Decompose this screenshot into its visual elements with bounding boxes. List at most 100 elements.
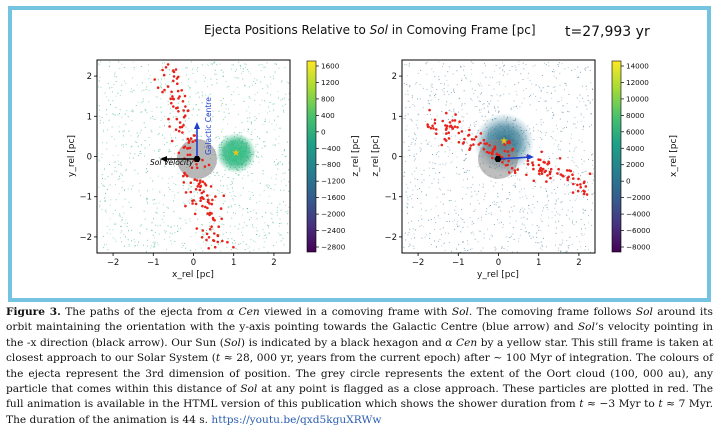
ejecta-point xyxy=(232,178,234,180)
ejecta-point xyxy=(281,163,283,165)
ejecta-point xyxy=(266,186,268,188)
ejecta-point xyxy=(127,239,129,241)
ejecta-point xyxy=(238,223,240,225)
ejecta-point xyxy=(221,223,223,225)
ejecta-point xyxy=(555,77,557,79)
ejecta-point xyxy=(447,71,449,73)
close-approach-point xyxy=(491,150,494,154)
left-colorbar xyxy=(306,60,317,253)
ejecta-point xyxy=(462,168,464,169)
ejecta-point xyxy=(140,195,142,196)
ejecta-point xyxy=(267,106,269,108)
ejecta-point xyxy=(434,240,436,242)
ejecta-point xyxy=(154,199,156,201)
ejecta-point xyxy=(183,134,185,136)
ejecta-point xyxy=(108,99,110,101)
ejecta-point xyxy=(449,220,450,222)
caption-link[interactable]: https://youtu.be/qxd5kguXRWw xyxy=(211,413,382,426)
ejecta-point xyxy=(158,151,160,152)
ejecta-point xyxy=(537,201,538,203)
caption-text: Sol xyxy=(451,306,469,318)
ejecta-point xyxy=(119,67,121,69)
ejecta-point xyxy=(167,207,169,209)
ejecta-point xyxy=(436,89,438,90)
ejecta-point xyxy=(559,214,561,216)
ejecta-point xyxy=(592,159,594,161)
ejecta-point xyxy=(586,88,588,90)
ejecta-point xyxy=(200,228,202,230)
close-approach-point xyxy=(576,183,579,187)
ejecta-point xyxy=(145,88,147,90)
ejecta-point xyxy=(463,172,465,173)
ejecta-point xyxy=(103,185,105,187)
ejecta-point xyxy=(169,143,171,145)
ejecta-point xyxy=(513,106,515,108)
ejecta-point xyxy=(268,232,270,234)
ejecta-point xyxy=(125,143,127,145)
ejecta-point xyxy=(583,101,585,103)
ejecta-point xyxy=(117,160,119,162)
close-approach-point xyxy=(432,127,435,130)
ejecta-point xyxy=(272,221,274,223)
ejecta-point xyxy=(417,98,418,100)
ejecta-point xyxy=(566,214,568,216)
ejecta-point xyxy=(249,251,251,253)
ejecta-point xyxy=(414,134,416,135)
close-approach-point xyxy=(460,130,464,133)
ejecta-point xyxy=(429,232,431,234)
close-approach-point xyxy=(582,192,586,196)
ejecta-point xyxy=(419,188,420,190)
ejecta-point xyxy=(202,94,204,96)
ejecta-point xyxy=(274,63,276,65)
ejecta-point xyxy=(589,101,591,103)
ejecta-point xyxy=(224,116,226,118)
ejecta-point xyxy=(243,100,245,102)
ejecta-point xyxy=(169,107,171,109)
ejecta-point xyxy=(154,237,156,239)
ejecta-point xyxy=(209,222,211,224)
ejecta-point xyxy=(100,86,102,88)
ejecta-point xyxy=(265,212,267,214)
ejecta-point xyxy=(497,192,499,194)
ejecta-point xyxy=(530,237,532,239)
ejecta-point xyxy=(555,227,557,229)
ejecta-point xyxy=(569,236,571,238)
colorbar-tick-label: 0 xyxy=(626,177,631,186)
ejecta-point xyxy=(538,242,540,244)
close-approach-point xyxy=(222,194,226,197)
ejecta-point xyxy=(561,231,563,233)
ejecta-point xyxy=(280,209,282,211)
ejecta-point xyxy=(276,159,277,160)
ejecta-point xyxy=(406,183,408,185)
ejecta-point xyxy=(180,218,182,219)
ejecta-point xyxy=(417,189,419,190)
ejecta-point xyxy=(414,178,416,180)
ejecta-point xyxy=(409,86,411,88)
close-approach-point xyxy=(546,174,549,177)
close-approach-point xyxy=(483,142,486,145)
ejecta-point xyxy=(280,222,282,224)
left-y-label: y_rel [pc] xyxy=(67,135,77,177)
ejecta-point xyxy=(169,188,171,190)
ejecta-point xyxy=(585,67,587,69)
ejecta-point xyxy=(541,214,543,216)
ejecta-point xyxy=(581,172,583,173)
ejecta-point xyxy=(223,119,225,121)
ejecta-point xyxy=(590,113,592,115)
ejecta-point xyxy=(587,100,589,101)
ejecta-point xyxy=(580,218,582,220)
ejecta-point xyxy=(468,170,470,172)
close-approach-point xyxy=(565,169,569,172)
ejecta-point xyxy=(168,187,170,188)
ejecta-point xyxy=(133,67,135,69)
ejecta-point xyxy=(110,104,111,106)
ejecta-point xyxy=(261,216,263,218)
ejecta-point xyxy=(438,150,440,152)
ejecta-point xyxy=(261,99,263,101)
ejecta-point xyxy=(466,113,468,115)
ejecta-point xyxy=(266,92,268,94)
ejecta-point xyxy=(126,222,128,224)
ejecta-point xyxy=(174,153,175,155)
ejecta-point xyxy=(585,209,586,211)
ejecta-point xyxy=(167,103,169,105)
